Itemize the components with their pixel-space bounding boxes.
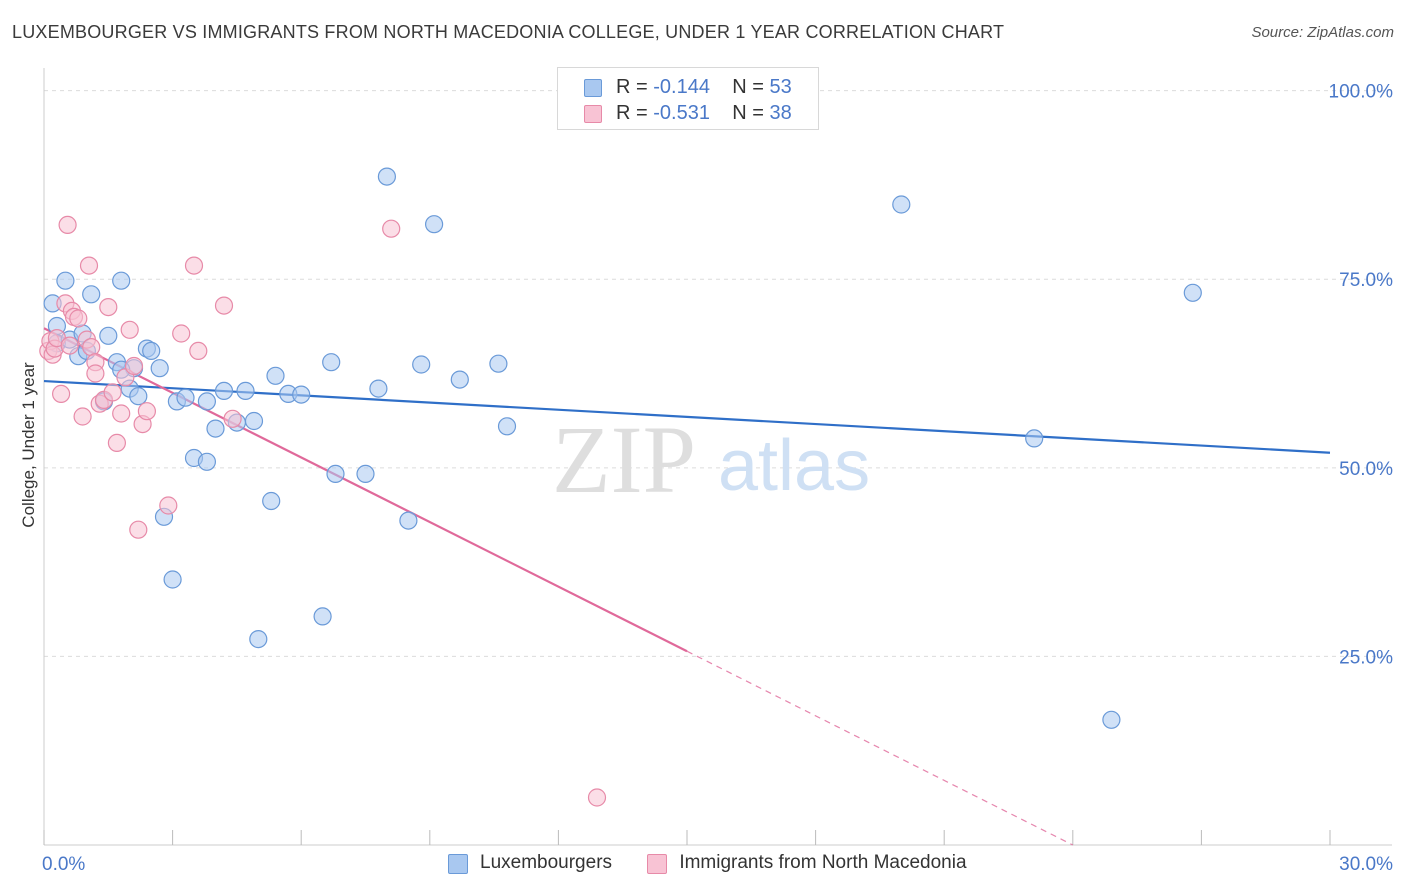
trend-line-macedonia xyxy=(43,327,688,653)
y-axis-label: College, Under 1 year xyxy=(19,362,38,528)
data-point-luxembourgers xyxy=(412,355,431,374)
data-point-luxembourgers xyxy=(176,388,195,407)
tick-labels: 100.0% 75.0% 50.0% 25.0% 0.0% 30.0% xyxy=(42,82,1393,875)
data-point-macedonia xyxy=(99,298,118,317)
data-point-luxembourgers xyxy=(206,419,225,438)
y-tick-label: 25.0% xyxy=(1339,647,1393,668)
watermark-zip: ZIP xyxy=(552,406,696,513)
data-point-macedonia xyxy=(587,788,607,807)
data-point-luxembourgers xyxy=(197,392,216,411)
correlation-legend: R = -0.144 N = 53 R = -0.531 N = 38 xyxy=(557,67,819,130)
data-point-macedonia xyxy=(129,520,148,539)
data-point-luxembourgers xyxy=(236,381,255,400)
data-point-luxembourgers xyxy=(129,387,148,406)
y-tick-label: 50.0% xyxy=(1339,459,1393,480)
data-point-macedonia xyxy=(60,336,79,355)
data-point-luxembourgers xyxy=(450,370,469,389)
data-point-luxembourgers xyxy=(377,167,396,186)
legend-n-value: 53 xyxy=(769,76,792,98)
data-point-macedonia xyxy=(223,409,242,428)
data-point-macedonia xyxy=(184,256,204,275)
chart-title: LUXEMBOURGER VS IMMIGRANTS FROM NORTH MA… xyxy=(12,22,1005,42)
data-point-macedonia xyxy=(159,496,178,515)
data-points xyxy=(39,167,1202,807)
y-axis-label-wrap: College, Under 1 year xyxy=(16,335,42,555)
legend-r-value: -0.531 xyxy=(653,102,710,124)
data-point-macedonia xyxy=(214,296,234,315)
y-tick-label: 100.0% xyxy=(1329,82,1394,103)
data-point-luxembourgers xyxy=(313,607,332,626)
data-point-luxembourgers xyxy=(425,215,444,234)
data-point-macedonia xyxy=(82,338,101,357)
data-point-luxembourgers xyxy=(369,379,388,398)
data-point-luxembourgers xyxy=(1183,283,1202,302)
data-point-luxembourgers xyxy=(82,285,101,304)
data-point-luxembourgers xyxy=(489,354,508,373)
legend-r-label: R = xyxy=(616,76,654,98)
legend-n-label: N = xyxy=(732,102,770,124)
data-point-luxembourgers xyxy=(1025,429,1044,448)
data-point-macedonia xyxy=(73,407,92,426)
x-tick-label: 30.0% xyxy=(1339,854,1393,875)
watermark-atlas: atlas xyxy=(718,426,870,506)
data-point-macedonia xyxy=(120,320,139,339)
data-point-luxembourgers xyxy=(892,195,911,214)
data-point-luxembourgers xyxy=(244,411,264,431)
legend-n-label: N = xyxy=(732,76,770,98)
data-point-luxembourgers xyxy=(356,464,375,483)
data-point-macedonia xyxy=(112,404,131,423)
data-point-luxembourgers xyxy=(322,353,341,372)
data-point-macedonia xyxy=(172,324,191,343)
x-tick-label: 0.0% xyxy=(42,854,85,875)
legend-r-label: R = xyxy=(616,102,654,124)
data-point-luxembourgers xyxy=(497,417,517,436)
legend-item-macedonia[interactable]: Immigrants from North Macedonia xyxy=(647,852,967,874)
trend-line-macedonia-extension xyxy=(686,650,1074,846)
data-point-macedonia xyxy=(86,364,105,383)
data-point-macedonia xyxy=(137,402,156,421)
legend-label: Luxembourgers xyxy=(480,852,613,873)
data-point-luxembourgers xyxy=(249,629,268,649)
data-point-macedonia xyxy=(69,309,88,328)
data-point-luxembourgers xyxy=(56,271,75,290)
watermark: ZIP atlas xyxy=(552,406,870,513)
data-point-luxembourgers xyxy=(292,385,311,404)
legend-label: Immigrants from North Macedonia xyxy=(679,852,967,873)
trend-line-luxembourgers xyxy=(43,379,1331,454)
legend-n-value: 38 xyxy=(769,102,792,124)
data-point-luxembourgers xyxy=(326,464,345,483)
legend-swatch-pink xyxy=(647,854,668,874)
data-point-luxembourgers xyxy=(142,341,161,360)
data-point-luxembourgers xyxy=(399,511,418,530)
data-point-luxembourgers xyxy=(266,366,285,385)
data-point-macedonia xyxy=(189,341,208,360)
axes xyxy=(43,68,1392,846)
gridlines xyxy=(44,90,1392,657)
data-point-luxembourgers xyxy=(99,326,118,345)
data-point-luxembourgers xyxy=(197,452,216,471)
y-tick-label: 75.0% xyxy=(1339,270,1393,291)
trend-lines xyxy=(43,327,1331,846)
data-point-luxembourgers xyxy=(214,381,234,400)
data-point-macedonia xyxy=(58,215,77,234)
data-point-macedonia xyxy=(382,219,401,238)
legend-r-value: -0.144 xyxy=(653,76,710,98)
data-point-luxembourgers xyxy=(112,271,131,290)
series-legend: Luxembourgers Immigrants from North Mace… xyxy=(448,852,997,876)
data-point-macedonia xyxy=(107,433,127,452)
data-point-macedonia xyxy=(79,256,99,275)
data-point-luxembourgers xyxy=(1102,710,1121,729)
legend-item-luxembourgers[interactable]: Luxembourgers xyxy=(448,852,612,874)
source-credit: Source: ZipAtlas.com xyxy=(1251,24,1394,41)
legend-swatch-blue xyxy=(584,79,602,97)
data-point-luxembourgers xyxy=(262,491,281,511)
data-point-macedonia xyxy=(103,383,122,402)
legend-swatch-pink xyxy=(584,105,602,123)
data-point-macedonia xyxy=(124,356,144,376)
data-point-luxembourgers xyxy=(163,570,182,589)
data-point-macedonia xyxy=(51,384,71,403)
data-point-luxembourgers xyxy=(150,359,169,378)
legend-swatch-blue xyxy=(448,854,468,874)
